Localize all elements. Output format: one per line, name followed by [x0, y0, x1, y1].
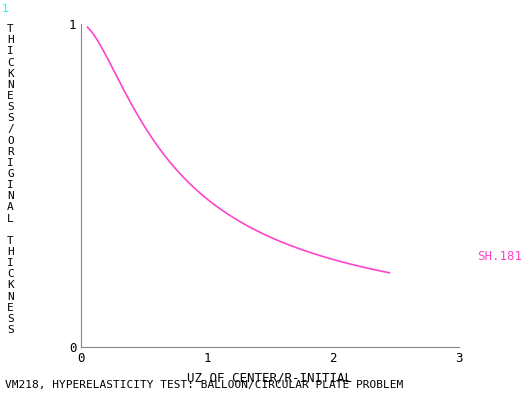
Text: R: R — [7, 147, 14, 157]
Text: A: A — [7, 203, 14, 212]
Text: S: S — [7, 314, 14, 324]
Text: E: E — [7, 91, 14, 101]
Text: G: G — [7, 169, 14, 179]
Text: VM218, HYPERELASTICITY TEST: BALLOON/CIRCULAR PLATE PROBLEM: VM218, HYPERELASTICITY TEST: BALLOON/CIR… — [5, 380, 403, 390]
Text: SH.181: SH.181 — [477, 250, 522, 263]
Text: T: T — [7, 236, 14, 246]
Text: S: S — [7, 113, 14, 123]
Text: S: S — [7, 102, 14, 112]
Text: K: K — [7, 69, 14, 79]
Text: O: O — [7, 136, 14, 146]
Text: I: I — [7, 158, 14, 168]
Text: 1: 1 — [2, 4, 8, 14]
Text: N: N — [7, 191, 14, 201]
Text: /: / — [7, 125, 14, 134]
Text: K: K — [7, 281, 14, 290]
Text: L: L — [7, 214, 14, 224]
Text: E: E — [7, 303, 14, 313]
Text: S: S — [7, 325, 14, 335]
Text: I: I — [7, 258, 14, 268]
Text: T: T — [7, 24, 14, 34]
X-axis label: UZ OF CENTER/R-INITIAL: UZ OF CENTER/R-INITIAL — [188, 372, 352, 385]
Text: C: C — [7, 269, 14, 279]
Text: N: N — [7, 80, 14, 90]
Text: I: I — [7, 46, 14, 56]
Text: I: I — [7, 180, 14, 190]
Text: H: H — [7, 35, 14, 45]
Text: N: N — [7, 292, 14, 301]
Text: H: H — [7, 247, 14, 257]
Text: C: C — [7, 58, 14, 68]
